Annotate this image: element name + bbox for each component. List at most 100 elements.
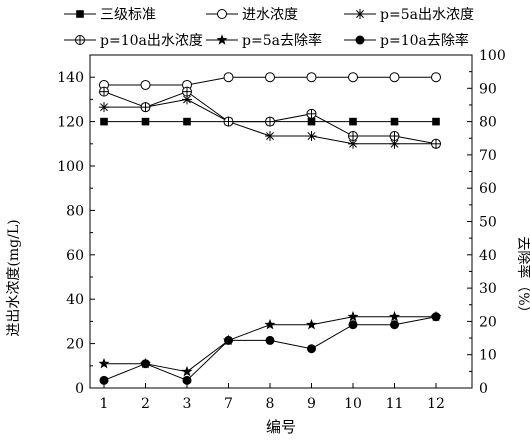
data-point [265,131,275,142]
data-point [306,131,317,142]
data-point [307,117,316,126]
data-point-stroke-3 [390,139,399,148]
y-left-tick-label: 40 [66,292,84,308]
y-axis-left-label: 进出水浓度(mg/L) [6,219,22,336]
legend-item: 进水浓度 [206,7,298,23]
legend-item: p=5a去除率 [206,32,322,49]
data-point [100,117,108,126]
y-axis-right-label: 去除率（%） [515,236,530,319]
data-point [305,318,318,330]
legend-marker-stroke-3 [356,10,364,18]
y-left-tick-label: 100 [57,159,84,175]
data-point [390,117,399,126]
data-point [98,357,110,369]
data-point-stroke-3 [183,95,191,104]
y-right-tick-label: 100 [479,48,506,64]
data-point [265,335,275,345]
data-point [389,72,400,83]
data-point [347,310,359,322]
legend-marker [76,10,84,18]
y-right-tick-label: 60 [479,181,497,197]
data-point [431,312,441,322]
data-point [99,375,109,385]
data-point [224,335,233,345]
legend-item: p=10a出水浓度 [64,33,203,49]
axes-layer: 1 2 3 7 8 9 10 11 120204060801001201400102030405… [57,48,505,412]
data-point [264,318,276,330]
data-point [141,359,150,369]
data-point [223,116,234,127]
data-point [431,72,441,83]
x-tick-label: 7 [224,396,233,412]
data-point [140,102,151,113]
legend-label: p=10a出水浓度 [100,33,203,49]
legend-label: 三级标准 [100,7,156,23]
y-right-tick-label: 80 [479,115,497,131]
data-point [306,108,317,119]
x-tick-label: 9 [307,396,316,412]
legend-label: p=5a去除率 [242,32,322,49]
data-point [348,320,358,330]
series-1 [99,72,441,90]
legend-marker [355,9,365,19]
data-point [388,310,401,322]
data-point [389,131,400,142]
x-tick-label: 1 [100,396,109,412]
legend: 三级标准 进水浓度 p=5a出水浓度 p=10a出水浓度 p=5a去除率 p=10a去除率 [64,7,474,49]
y-right-tick-label: 30 [479,281,497,297]
legend-marker [217,9,227,19]
y-right-tick-label: 10 [479,348,497,364]
series-5 [99,312,441,385]
data-point [182,375,192,385]
y-right-tick-label: 40 [479,248,497,264]
y-right-tick-label: 0 [479,381,488,397]
data-point [432,117,440,126]
data-point [307,344,316,354]
data-point [306,72,317,83]
data-point [223,72,234,83]
data-point [183,117,191,126]
legend-label: p=10a去除率 [380,32,469,49]
x-axis-label: 编号 [266,418,296,436]
data-point [141,117,150,126]
data-point [140,79,151,90]
data-point-stroke-3 [307,132,316,140]
data-point [431,138,441,149]
y-right-tick-label: 70 [479,148,497,164]
legend-item: p=10a去除率 [344,32,469,49]
data-point [182,94,192,105]
x-tick-label: 8 [266,396,275,412]
x-tick-label: 3 [183,396,192,412]
legend-item: 三级标准 [64,7,156,23]
series-3 [99,86,441,149]
x-tick-label: 10 [344,396,362,412]
y-left-tick-label: 20 [66,337,84,353]
y-left-tick-label: 60 [66,248,84,264]
data-point [349,117,357,126]
y-left-tick-label: 140 [57,70,84,86]
legend-marker [355,35,365,45]
data-point [265,72,275,83]
data-point [182,86,192,97]
y-right-tick-label: 20 [479,314,497,330]
data-point-stroke-3 [266,132,274,140]
data-point [99,86,109,97]
data-point [348,131,358,142]
x-tick-label: 11 [386,396,404,412]
data-point [390,320,399,330]
x-tick-label: 2 [141,396,150,412]
legend-marker [75,35,85,45]
y-right-tick-label: 50 [479,215,497,231]
data-point-stroke-3 [100,103,108,112]
legend-label: 进水浓度 [242,7,298,23]
y-right-tick-label: 90 [479,81,497,97]
data-point [348,72,358,83]
series-layer [98,72,442,385]
y-left-tick-label: 0 [75,381,84,397]
legend-label: p=5a出水浓度 [380,7,474,23]
x-tick-label: 12 [427,396,445,412]
legend-marker [216,34,228,45]
y-left-tick-label: 120 [57,115,84,131]
data-point [265,116,275,127]
